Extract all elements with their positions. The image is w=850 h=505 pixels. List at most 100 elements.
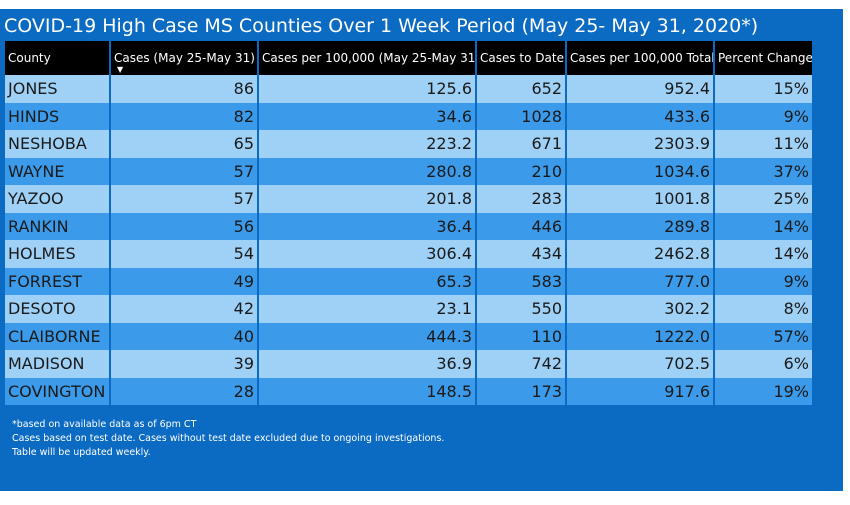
footnote-data-as-of: *based on available data as of 6pm CT <box>12 419 197 430</box>
table-row: YAZOO 57 201.8 283 1001.8 25% <box>5 185 812 213</box>
per100k-week-cell: 36.9 <box>259 350 475 378</box>
cases-week-cell: 28 <box>111 377 257 405</box>
per100k-week-cell: 125.6 <box>259 75 475 103</box>
cases-to-date-cell: 583 <box>477 267 565 295</box>
per100k-week-cell: 36.4 <box>259 212 475 240</box>
cases-to-date-cell: 210 <box>477 157 565 185</box>
per100k-total-cell: 1034.6 <box>567 157 713 185</box>
cases-week-cell: 42 <box>111 295 257 323</box>
percent-change-cell: 14% <box>715 240 812 268</box>
county-cell: WAYNE <box>5 157 109 185</box>
per100k-week-cell: 148.5 <box>259 377 475 405</box>
per100k-week-cell: 280.8 <box>259 157 475 185</box>
column-header-per100k-week[interactable]: Cases per 100,000 (May 25-May 31) <box>259 41 475 75</box>
cases-week-cell: 86 <box>111 75 257 103</box>
cases-week-cell: 57 <box>111 157 257 185</box>
county-cell: FORREST <box>5 267 109 295</box>
per100k-total-cell: 917.6 <box>567 377 713 405</box>
percent-change-cell: 25% <box>715 185 812 213</box>
percent-change-cell: 37% <box>715 157 812 185</box>
county-cell: COVINGTON <box>5 377 109 405</box>
table-row: JONES 86 125.6 652 952.4 15% <box>5 75 812 103</box>
percent-change-cell: 14% <box>715 212 812 240</box>
percent-change-cell: 11% <box>715 130 812 158</box>
report-title: COVID-19 High Case MS Counties Over 1 We… <box>4 15 759 37</box>
cases-week-cell: 49 <box>111 267 257 295</box>
county-cell: JONES <box>5 75 109 103</box>
table-body: JONES 86 125.6 652 952.4 15% HINDS 82 34… <box>5 75 812 405</box>
per100k-total-cell: 302.2 <box>567 295 713 323</box>
table-row: HOLMES 54 306.4 434 2462.8 14% <box>5 240 812 268</box>
per100k-total-cell: 702.5 <box>567 350 713 378</box>
report-panel: COVID-19 High Case MS Counties Over 1 We… <box>0 9 843 491</box>
county-cell: NESHOBA <box>5 130 109 158</box>
table-row: MADISON 39 36.9 742 702.5 6% <box>5 350 812 378</box>
percent-change-cell: 57% <box>715 322 812 350</box>
cases-week-cell: 82 <box>111 102 257 130</box>
per100k-total-cell: 289.8 <box>567 212 713 240</box>
column-header-cases-to-date[interactable]: Cases to Date <box>477 41 565 75</box>
cases-week-cell: 40 <box>111 322 257 350</box>
county-cell: RANKIN <box>5 212 109 240</box>
cases-to-date-cell: 742 <box>477 350 565 378</box>
cases-to-date-cell: 434 <box>477 240 565 268</box>
county-cell: HOLMES <box>5 240 109 268</box>
per100k-total-cell: 952.4 <box>567 75 713 103</box>
per100k-total-cell: 1001.8 <box>567 185 713 213</box>
per100k-total-cell: 2303.9 <box>567 130 713 158</box>
footnotes: *based on available data as of 6pm CT Ca… <box>12 418 444 460</box>
county-cell: DESOTO <box>5 295 109 323</box>
table-row: FORREST 49 65.3 583 777.0 9% <box>5 267 812 295</box>
table-row: CLAIBORNE 40 444.3 110 1222.0 57% <box>5 322 812 350</box>
cases-to-date-cell: 652 <box>477 75 565 103</box>
column-header-percent-change[interactable]: Percent Change <box>715 41 812 75</box>
per100k-week-cell: 444.3 <box>259 322 475 350</box>
cases-week-cell: 39 <box>111 350 257 378</box>
cases-to-date-cell: 446 <box>477 212 565 240</box>
per100k-week-cell: 23.1 <box>259 295 475 323</box>
cases-to-date-cell: 550 <box>477 295 565 323</box>
per100k-week-cell: 65.3 <box>259 267 475 295</box>
table-row: DESOTO 42 23.1 550 302.2 8% <box>5 295 812 323</box>
column-header-cases-week[interactable]: Cases (May 25-May 31) ▼ <box>111 41 257 75</box>
column-header-label: Cases (May 25-May 31) <box>114 51 255 65</box>
cases-to-date-cell: 1028 <box>477 102 565 130</box>
sort-descending-icon: ▼ <box>117 65 124 74</box>
table-row: COVINGTON 28 148.5 173 917.6 19% <box>5 377 812 405</box>
table-row: RANKIN 56 36.4 446 289.8 14% <box>5 212 812 240</box>
county-cell: CLAIBORNE <box>5 322 109 350</box>
county-cell: HINDS <box>5 102 109 130</box>
table-row: WAYNE 57 280.8 210 1034.6 37% <box>5 157 812 185</box>
per100k-total-cell: 777.0 <box>567 267 713 295</box>
column-header-per100k-total[interactable]: Cases per 100,000 Total <box>567 41 713 75</box>
cases-to-date-cell: 283 <box>477 185 565 213</box>
footnote-update-frequency: Table will be updated weekly. <box>12 447 151 458</box>
county-cell: MADISON <box>5 350 109 378</box>
column-header-county[interactable]: County <box>5 41 109 75</box>
per100k-total-cell: 433.6 <box>567 102 713 130</box>
county-table: County Cases (May 25-May 31) ▼ Cases per… <box>3 41 814 405</box>
cases-week-cell: 54 <box>111 240 257 268</box>
cases-to-date-cell: 110 <box>477 322 565 350</box>
per100k-week-cell: 34.6 <box>259 102 475 130</box>
cases-week-cell: 65 <box>111 130 257 158</box>
per100k-week-cell: 306.4 <box>259 240 475 268</box>
per100k-total-cell: 1222.0 <box>567 322 713 350</box>
county-cell: YAZOO <box>5 185 109 213</box>
table-header-row: County Cases (May 25-May 31) ▼ Cases per… <box>5 41 812 75</box>
cases-week-cell: 57 <box>111 185 257 213</box>
cases-to-date-cell: 671 <box>477 130 565 158</box>
percent-change-cell: 9% <box>715 267 812 295</box>
percent-change-cell: 6% <box>715 350 812 378</box>
percent-change-cell: 19% <box>715 377 812 405</box>
per100k-week-cell: 201.8 <box>259 185 475 213</box>
table-row: NESHOBA 65 223.2 671 2303.9 11% <box>5 130 812 158</box>
per100k-week-cell: 223.2 <box>259 130 475 158</box>
percent-change-cell: 15% <box>715 75 812 103</box>
percent-change-cell: 9% <box>715 102 812 130</box>
footnote-test-date: Cases based on test date. Cases without … <box>12 433 445 444</box>
table-row: HINDS 82 34.6 1028 433.6 9% <box>5 102 812 130</box>
percent-change-cell: 8% <box>715 295 812 323</box>
per100k-total-cell: 2462.8 <box>567 240 713 268</box>
cases-to-date-cell: 173 <box>477 377 565 405</box>
